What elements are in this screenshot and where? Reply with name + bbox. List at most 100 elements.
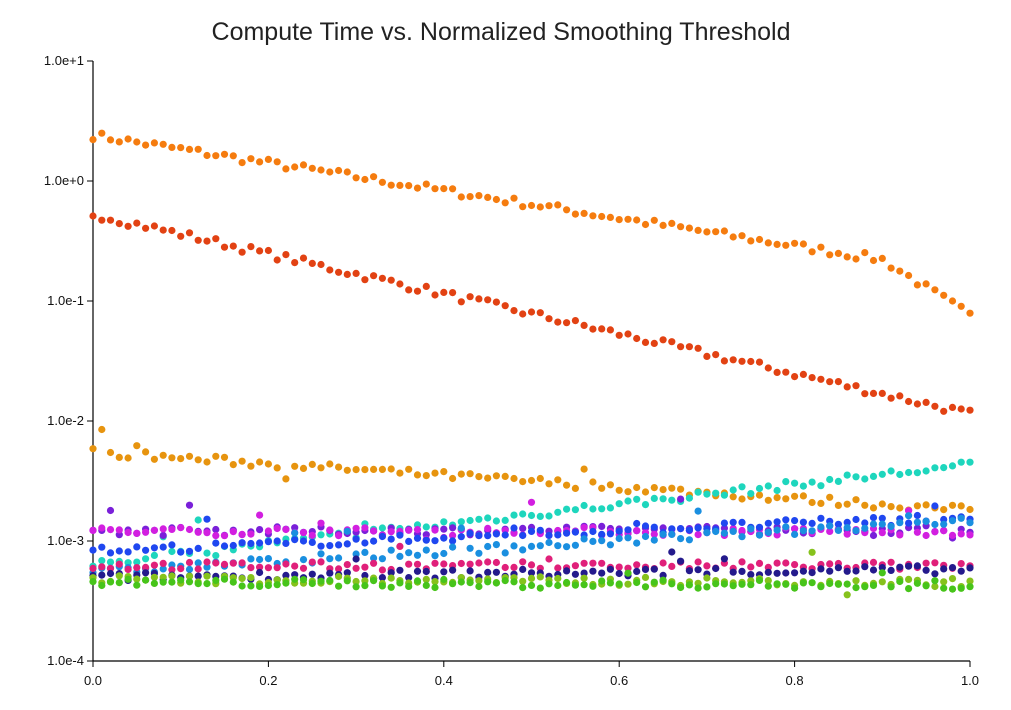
data-point xyxy=(931,559,939,567)
data-point xyxy=(413,560,422,568)
data-point xyxy=(387,276,395,284)
data-point xyxy=(168,143,176,151)
data-point xyxy=(554,574,562,583)
data-point xyxy=(519,577,527,585)
data-point xyxy=(677,343,685,351)
data-point xyxy=(194,565,202,573)
data-point xyxy=(335,565,343,573)
data-point xyxy=(238,574,246,583)
data-point xyxy=(352,555,360,563)
data-point xyxy=(861,390,869,398)
data-point xyxy=(466,529,474,537)
data-point xyxy=(273,464,281,472)
data-point xyxy=(335,268,343,276)
data-point xyxy=(948,501,957,509)
data-point xyxy=(177,455,185,463)
data-point xyxy=(782,516,790,524)
data-point xyxy=(194,544,202,553)
data-point xyxy=(527,511,536,520)
data-point xyxy=(378,274,386,282)
data-point xyxy=(317,542,325,550)
data-point xyxy=(957,514,965,522)
data-point xyxy=(492,568,500,576)
data-point xyxy=(185,229,194,237)
data-point xyxy=(220,532,229,540)
data-point xyxy=(492,579,500,587)
data-point xyxy=(694,344,702,352)
data-point xyxy=(133,543,141,551)
data-point xyxy=(852,567,860,575)
data-point xyxy=(370,554,378,562)
data-point xyxy=(545,538,553,547)
data-point xyxy=(185,501,194,509)
data-point xyxy=(168,226,176,235)
data-point xyxy=(738,567,746,576)
data-point xyxy=(422,472,430,480)
data-point xyxy=(142,555,150,563)
data-point xyxy=(685,224,694,232)
data-point xyxy=(834,564,843,572)
data-point xyxy=(519,524,527,533)
data-point xyxy=(405,574,413,582)
data-point xyxy=(852,496,860,504)
data-point xyxy=(738,483,746,491)
data-point xyxy=(159,531,167,540)
data-point xyxy=(440,288,448,296)
data-point xyxy=(852,577,860,585)
data-point xyxy=(580,559,588,567)
data-point xyxy=(729,493,737,501)
data-point xyxy=(554,318,562,326)
data-point xyxy=(738,580,746,588)
data-point xyxy=(413,471,422,479)
data-point xyxy=(343,168,351,176)
data-point xyxy=(554,542,562,550)
data-point xyxy=(668,525,676,533)
data-point xyxy=(940,291,948,299)
data-point xyxy=(747,357,755,366)
data-point xyxy=(755,559,764,568)
data-point xyxy=(922,517,930,526)
data-point xyxy=(834,477,843,485)
data-point xyxy=(150,526,158,534)
data-point xyxy=(729,356,737,364)
data-point xyxy=(799,518,808,526)
data-point xyxy=(659,221,667,229)
data-point xyxy=(326,526,334,534)
data-point xyxy=(484,524,492,533)
data-point xyxy=(492,558,500,567)
data-point xyxy=(449,543,457,551)
data-point xyxy=(694,507,702,515)
data-point xyxy=(98,425,106,434)
data-point xyxy=(273,256,281,264)
data-point xyxy=(554,564,562,572)
data-point xyxy=(685,581,694,589)
data-point xyxy=(282,579,290,587)
data-point xyxy=(413,287,422,295)
data-point xyxy=(571,541,580,549)
data-point xyxy=(168,541,176,549)
data-point xyxy=(843,253,851,261)
data-point xyxy=(712,580,720,588)
data-point xyxy=(475,549,483,557)
data-point xyxy=(519,558,527,566)
data-point xyxy=(256,511,264,519)
data-point xyxy=(98,216,106,224)
data-point xyxy=(220,150,229,158)
data-point xyxy=(606,579,615,587)
data-point xyxy=(571,528,580,536)
data-point xyxy=(852,584,860,592)
data-point xyxy=(457,518,465,526)
data-point xyxy=(527,527,536,536)
data-point xyxy=(256,563,264,571)
data-point xyxy=(291,462,299,470)
data-point xyxy=(212,452,220,460)
data-point xyxy=(922,467,930,475)
data-point xyxy=(440,518,448,526)
data-point xyxy=(563,481,571,489)
data-point xyxy=(747,490,755,498)
data-point xyxy=(115,453,123,461)
data-point xyxy=(966,406,974,414)
data-point xyxy=(878,578,886,586)
data-point xyxy=(685,343,694,351)
data-point xyxy=(808,519,816,528)
